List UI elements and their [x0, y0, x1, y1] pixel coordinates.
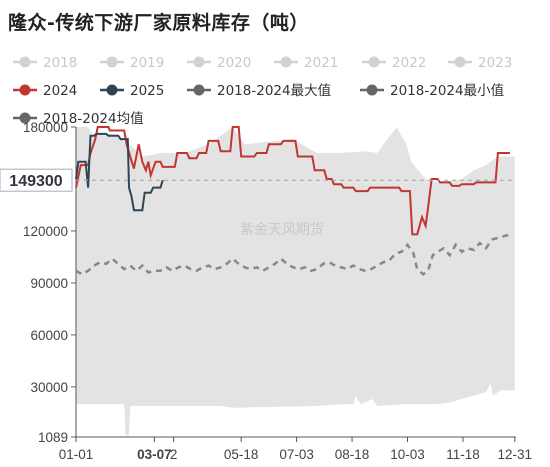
legend-label: 2022 — [392, 55, 426, 71]
legend-label: 2018 — [43, 55, 77, 71]
legend-item-2018-2024最大值[interactable]: 2018-2024最大值 — [187, 83, 331, 99]
legend-item-2018[interactable]: 2018 — [13, 55, 77, 71]
legend-item-2023[interactable]: 2023 — [448, 55, 512, 71]
hover-overlay: 149300 — [0, 168, 516, 192]
series-line-2018-2024均值 — [75, 233, 511, 276]
series-line-2025 — [75, 132, 164, 212]
legend-label: 2021 — [304, 55, 338, 71]
y-tick-label: 60000 — [30, 328, 68, 343]
legend-marker — [454, 56, 466, 68]
legend-marker — [106, 84, 118, 96]
legend-marker — [280, 56, 292, 68]
legend-item-2018-2024最小值[interactable]: 2018-2024最小值 — [360, 83, 504, 99]
legend-marker — [19, 84, 31, 96]
legend-label: 2023 — [478, 55, 512, 71]
x-tick-label: 01-01 — [59, 447, 94, 462]
hover-y-label: 149300 — [9, 173, 62, 190]
legend-label: 2020 — [217, 55, 251, 71]
hover-y-badge — [0, 168, 73, 192]
legend-marker — [19, 56, 31, 68]
legend-label: 2019 — [130, 55, 164, 71]
x-tick-label: 07-03 — [279, 447, 314, 462]
legend-label: 2018-2024均值 — [43, 111, 144, 127]
x-tick-label: 2 — [170, 447, 178, 462]
chart-title: 隆众-传统下游厂家原料库存（吨） — [8, 12, 309, 34]
legend-item-2019[interactable]: 2019 — [100, 55, 164, 71]
legend: 2018 2019 2020 2021 2022 2023 2024 2025 2018-202… — [13, 55, 512, 127]
legend-item-2018-2024均值[interactable]: 2018-2024均值 — [13, 111, 144, 127]
legend-marker — [193, 84, 205, 96]
x-tick-label: 08-18 — [335, 447, 370, 462]
y-tick-label: 120000 — [23, 224, 68, 239]
legend-marker — [368, 56, 380, 68]
legend-marker — [106, 56, 118, 68]
legend-item-2020[interactable]: 2020 — [187, 55, 251, 71]
legend-label: 2018-2024最小值 — [390, 83, 504, 99]
legend-item-2024[interactable]: 2024 — [13, 83, 77, 99]
y-tick-label: 90000 — [30, 276, 68, 291]
legend-item-2021[interactable]: 2021 — [274, 55, 338, 71]
legend-label: 2024 — [43, 83, 77, 99]
band-area — [76, 127, 515, 436]
max-min-band — [76, 127, 515, 436]
legend-marker — [193, 56, 205, 68]
x-tick-label: 12-31 — [498, 447, 533, 462]
series-lines — [75, 126, 511, 276]
x-tick-label: 11-18 — [446, 447, 480, 462]
x-tick-label: 10-03 — [390, 447, 425, 462]
legend-marker — [19, 112, 31, 124]
legend-label: 2025 — [130, 83, 164, 99]
legend-label: 2018-2024最大值 — [217, 83, 331, 99]
y-tick-label: 1089 — [38, 430, 68, 445]
x-tick-label: 05-18 — [224, 447, 259, 462]
legend-item-2025[interactable]: 2025 — [100, 83, 164, 99]
axes: 180000 120000 90000 60000 30000 1089 01-01 03-0… — [23, 120, 532, 462]
watermark: 紫金天风期货 — [240, 221, 324, 238]
y-tick-label: 30000 — [30, 380, 68, 395]
series-line-2024 — [75, 126, 510, 236]
legend-marker — [366, 84, 378, 96]
legend-item-2022[interactable]: 2022 — [362, 55, 426, 71]
x-tick-label: 03-07 — [137, 447, 172, 462]
y-tick-label: 180000 — [23, 120, 68, 135]
